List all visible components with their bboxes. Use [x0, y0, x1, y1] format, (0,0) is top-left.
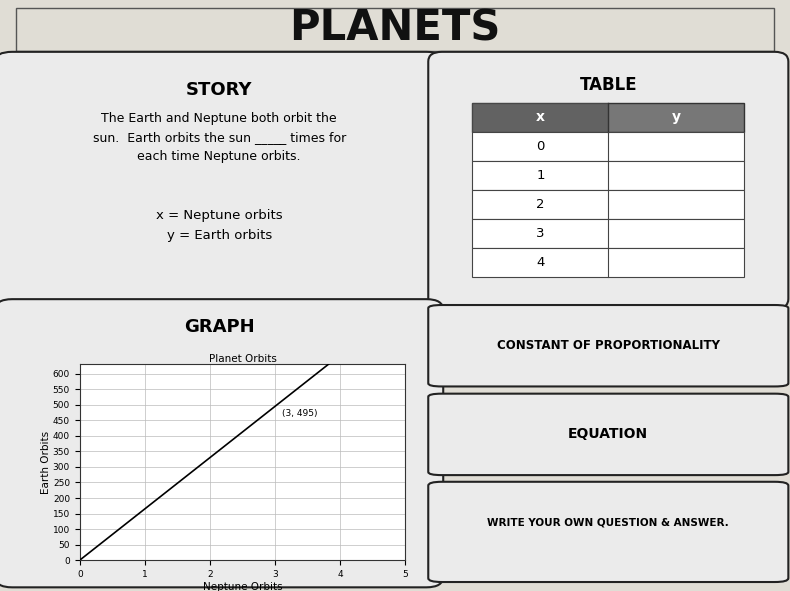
- FancyBboxPatch shape: [428, 52, 788, 309]
- Text: x: x: [536, 111, 545, 124]
- Bar: [472, 132, 744, 161]
- Title: Planet Orbits: Planet Orbits: [209, 353, 276, 363]
- X-axis label: Neptune Orbits: Neptune Orbits: [203, 582, 282, 591]
- FancyBboxPatch shape: [428, 482, 788, 582]
- Text: GRAPH: GRAPH: [184, 318, 254, 336]
- FancyBboxPatch shape: [16, 8, 774, 51]
- Y-axis label: Earth Orbits: Earth Orbits: [41, 431, 51, 494]
- FancyBboxPatch shape: [428, 305, 788, 387]
- Text: WRITE YOUR OWN QUESTION & ANSWER.: WRITE YOUR OWN QUESTION & ANSWER.: [487, 518, 729, 527]
- Text: y: y: [672, 111, 681, 124]
- Text: x = Neptune orbits
y = Earth orbits: x = Neptune orbits y = Earth orbits: [156, 209, 283, 242]
- Text: 0: 0: [536, 140, 544, 153]
- Text: 2: 2: [536, 198, 544, 211]
- Text: STORY: STORY: [186, 81, 253, 99]
- FancyBboxPatch shape: [0, 299, 443, 587]
- Bar: [472, 161, 744, 190]
- Text: TABLE: TABLE: [580, 76, 637, 94]
- Text: 3: 3: [536, 227, 544, 240]
- Text: EQUATION: EQUATION: [568, 427, 649, 441]
- Text: (3, 495): (3, 495): [281, 408, 317, 418]
- Bar: [472, 248, 744, 277]
- FancyBboxPatch shape: [428, 394, 788, 475]
- Bar: [472, 219, 744, 248]
- Text: 4: 4: [536, 256, 544, 269]
- Text: The Earth and Neptune both orbit the
sun.  Earth orbits the sun _____ times for
: The Earth and Neptune both orbit the sun…: [92, 112, 346, 163]
- Text: PLANETS: PLANETS: [289, 8, 501, 50]
- Bar: [472, 190, 744, 219]
- Bar: [472, 103, 608, 132]
- Text: CONSTANT OF PROPORTIONALITY: CONSTANT OF PROPORTIONALITY: [497, 339, 720, 352]
- Text: 1: 1: [536, 169, 544, 182]
- Bar: [472, 103, 744, 132]
- FancyBboxPatch shape: [0, 52, 443, 309]
